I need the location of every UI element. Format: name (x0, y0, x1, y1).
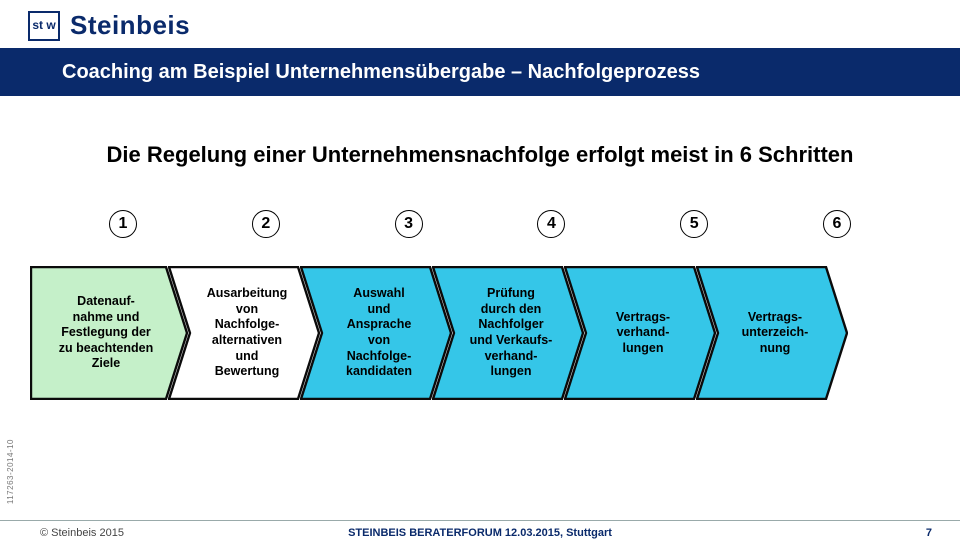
slide: st w Steinbeis Coaching am Beispiel Unte… (0, 0, 960, 544)
step-number-slot: 6 (766, 210, 908, 238)
process-step: Datenauf-nahme undFestlegung derzu beach… (30, 266, 188, 400)
process-step-label: Vertrags-unterzeich-nung (720, 310, 825, 357)
process-step-label: Prüfungdurch denNachfolgerund Verkaufs-v… (448, 286, 569, 380)
process-step: AuswahlundAnsprachevonNachfolge-kandidat… (300, 266, 452, 400)
step-number: 2 (252, 210, 280, 238)
step-number: 4 (537, 210, 565, 238)
step-number-slot: 1 (52, 210, 194, 238)
process-step: Vertrags-verhand-lungen (564, 266, 716, 400)
step-number-slot: 3 (338, 210, 480, 238)
footer: © Steinbeis 2015 STEINBEIS BERATERFORUM … (0, 520, 960, 544)
process-step-label: Datenauf-nahme undFestlegung derzu beach… (49, 294, 169, 372)
process-step: Prüfungdurch denNachfolgerund Verkaufs-v… (432, 266, 584, 400)
slide-title: Coaching am Beispiel Unternehmensübergab… (62, 61, 700, 84)
step-number: 6 (823, 210, 851, 238)
process-step-label: AusarbeitungvonNachfolge-alternativenund… (185, 286, 304, 380)
title-bar: Coaching am Beispiel Unternehmensübergab… (0, 48, 960, 96)
step-number: 1 (109, 210, 137, 238)
footer-page: 7 (926, 527, 932, 539)
intro-text: Die Regelung einer Unternehmensnachfolge… (0, 142, 960, 168)
process-step-label: Vertrags-verhand-lungen (594, 310, 686, 357)
process-step-label: AuswahlundAnsprachevonNachfolge-kandidat… (324, 286, 428, 380)
step-number: 3 (395, 210, 423, 238)
step-number-slot: 5 (623, 210, 765, 238)
footer-copyright: © Steinbeis 2015 (40, 527, 124, 539)
process-step: Vertrags-unterzeich-nung (696, 266, 848, 400)
side-code: 117263-2014-10 (6, 439, 15, 504)
logo-row: st w Steinbeis (28, 10, 190, 41)
process-step: AusarbeitungvonNachfolge-alternativenund… (168, 266, 320, 400)
brand-name: Steinbeis (70, 10, 190, 41)
footer-center: STEINBEIS BERATERFORUM 12.03.2015, Stutt… (348, 527, 612, 539)
brand-logo-icon: st w (28, 11, 60, 41)
step-numbers-row: 1 2 3 4 5 6 (52, 210, 908, 238)
step-number-slot: 2 (195, 210, 337, 238)
step-number: 5 (680, 210, 708, 238)
steps-row: Datenauf-nahme undFestlegung derzu beach… (30, 258, 948, 408)
step-number-slot: 4 (480, 210, 622, 238)
